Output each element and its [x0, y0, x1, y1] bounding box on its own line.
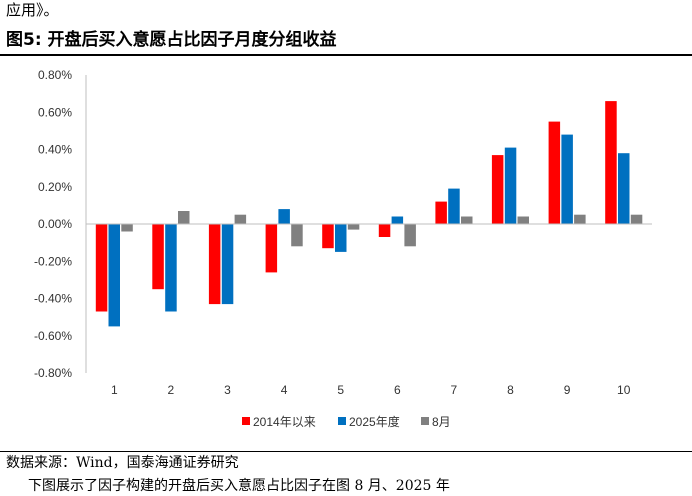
bar-series-2-group-6: [391, 216, 404, 224]
intro-text: 应用》。: [6, 1, 59, 19]
bar-series-2-group-1: [108, 224, 120, 327]
bar-series-2-group-3: [221, 224, 234, 305]
figure-title: 图5: 开盘后买入意愿占比因子月度分组收益: [6, 30, 337, 50]
bar-series-1-group-4: [265, 224, 278, 273]
bar-series-2-group-7: [448, 188, 460, 224]
bar-series-2-group-4: [278, 209, 290, 224]
legend-label: 2025年度: [349, 414, 400, 429]
legend-swatch: [421, 417, 429, 425]
y-tick-label: 0.80%: [38, 68, 72, 82]
bar-series-1-group-5: [322, 224, 334, 249]
bar-series-3-group-1: [121, 224, 133, 232]
bar-chart: 0.80% 0.60% 0.40% 0.20% 0.00% -0.20% -0.40% -0.…: [34, 68, 652, 429]
x-tick-label: 4: [281, 383, 288, 397]
bars: [95, 101, 643, 327]
bottom-rule: [0, 451, 692, 452]
x-tick-label: 5: [337, 383, 344, 397]
bar-series-3-group-6: [404, 224, 416, 247]
y-axis-labels: 0.80% 0.60% 0.40% 0.20% 0.00% -0.20% -0.40% -0.…: [34, 68, 72, 380]
x-tick-label: 1: [111, 383, 118, 397]
x-tick-label: 8: [507, 383, 514, 397]
y-tick-label: -0.80%: [34, 366, 72, 380]
bar-series-1-group-8: [491, 155, 504, 224]
x-tick-label: 7: [451, 383, 458, 397]
y-tick-label: -0.60%: [34, 329, 72, 343]
bar-series-3-group-4: [291, 224, 303, 247]
legend-label: 2014年以来: [253, 415, 316, 429]
x-tick-label: 2: [168, 383, 175, 397]
bar-series-3-group-5: [347, 224, 360, 230]
legend-swatch: [338, 417, 346, 425]
y-tick-label: 0.20%: [38, 180, 72, 194]
y-tick-label: 0.00%: [38, 217, 72, 231]
bar-series-3-group-8: [517, 216, 529, 224]
y-tick-label: -0.20%: [34, 254, 72, 268]
legend-swatch: [242, 417, 250, 425]
bar-series-3-group-10: [630, 214, 643, 224]
body-text-cut: 下图展示了因子构建的开盘后买入意愿占比因子在图 8 月、2025 年: [28, 478, 450, 494]
chart-frame: 0.80% 0.60% 0.40% 0.20% 0.00% -0.20% -0.40% -0.…: [6, 60, 686, 448]
bar-series-1-group-3: [208, 224, 221, 305]
bar-series-3-group-3: [234, 214, 247, 224]
bar-series-3-group-7: [461, 216, 473, 224]
bar-series-1-group-2: [152, 224, 164, 290]
source-note: 数据来源：Wind，国泰海通证券研究: [6, 455, 239, 471]
x-tick-label: 3: [224, 383, 231, 397]
y-tick-label: 0.40%: [38, 143, 72, 157]
bar-series-2-group-8: [504, 147, 517, 224]
bar-series-2-group-2: [165, 224, 177, 312]
bar-series-1-group-7: [435, 201, 447, 224]
y-tick-label: -0.40%: [34, 292, 72, 306]
legend: 2014年以来 2025年度 8月: [242, 414, 451, 429]
title-rule: [0, 54, 692, 56]
bar-series-2-group-10: [618, 153, 630, 224]
bar-series-3-group-2: [178, 211, 190, 224]
x-axis-labels: 1 2 3 4 5 6 7 8 9 10: [111, 383, 631, 397]
y-tick-label: 0.60%: [38, 105, 72, 119]
bar-series-1-group-10: [605, 101, 617, 224]
legend-label: 8月: [432, 415, 451, 429]
x-tick-label: 10: [617, 383, 631, 397]
bar-series-3-group-9: [574, 214, 586, 224]
x-tick-label: 9: [564, 383, 571, 397]
bar-series-2-group-9: [561, 134, 573, 224]
bar-series-1-group-9: [548, 121, 561, 224]
bar-series-1-group-1: [95, 224, 108, 312]
bar-series-1-group-6: [378, 224, 391, 237]
bar-series-2-group-5: [335, 224, 347, 252]
x-tick-label: 6: [394, 383, 401, 397]
